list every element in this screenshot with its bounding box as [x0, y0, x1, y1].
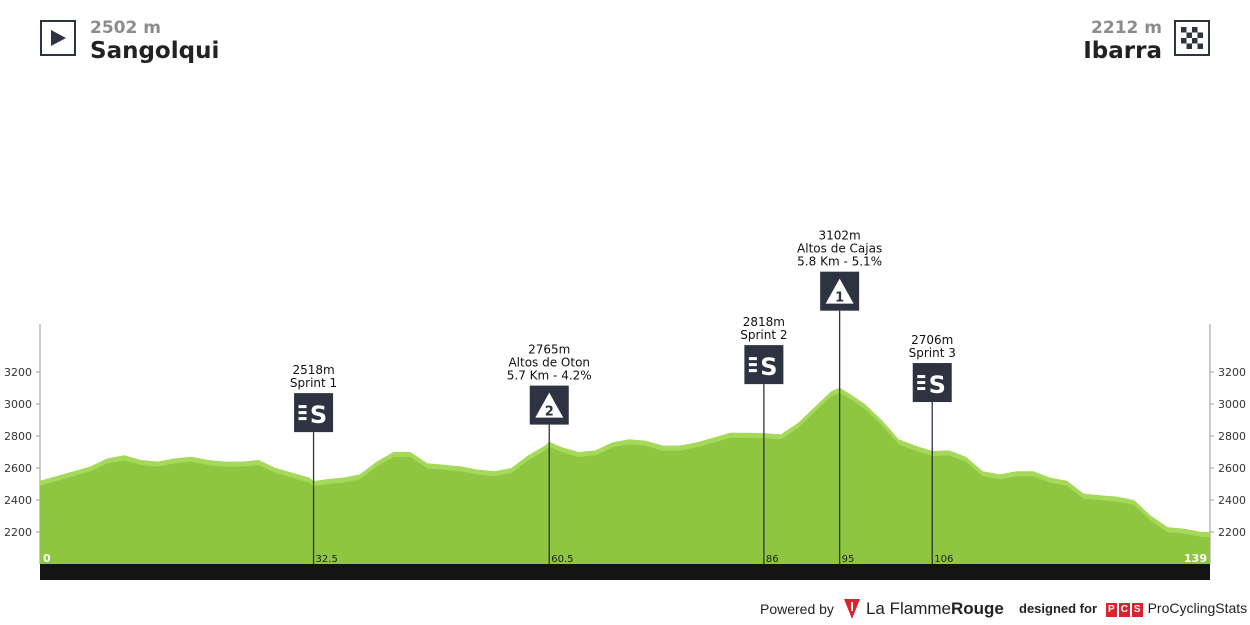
marker-name: Altos de Cajas: [797, 242, 882, 256]
sprint-speed-line: [748, 357, 757, 361]
y-tick-label-right: 3000: [1218, 398, 1246, 411]
marker-name: Sprint 1: [290, 376, 337, 390]
marker-name: Sprint 3: [909, 346, 956, 360]
powered-by-text: Powered by: [760, 601, 834, 617]
climb-category: 1: [835, 291, 844, 306]
marker-altitude: 2818m: [743, 315, 785, 329]
profile-area: [40, 392, 1210, 564]
la-flamme-rouge-logo: La FlammeRouge: [843, 599, 1004, 619]
pcs-name: ProCyclingStats: [1147, 600, 1248, 616]
mountain-icon: [825, 278, 854, 304]
y-tick-label-left: 2800: [4, 430, 32, 443]
marker-altitude: 2706m: [911, 333, 953, 347]
brand-flamme: Flamme: [889, 599, 951, 618]
sprint-speed-line: [298, 405, 307, 409]
start-altitude: 2502 m: [90, 18, 161, 38]
marker-altitude: 2518m: [292, 363, 334, 377]
finish-header: 2212 m Ibarra: [1083, 18, 1210, 64]
y-tick-label-left: 3000: [4, 398, 32, 411]
marker-altitude: 2765m: [528, 343, 570, 357]
finish-checkered-flag-icon: [1174, 20, 1210, 56]
x-tick-label: 0: [43, 552, 51, 565]
pcs-letter-p: P: [1106, 603, 1117, 617]
sprint-speed-line: [917, 387, 926, 391]
y-tick-label-left: 2400: [4, 494, 32, 507]
powered-by: Powered by La FlammeRouge: [760, 599, 1004, 619]
y-tick-label-left: 2600: [4, 462, 32, 475]
climb-category: 2: [545, 405, 554, 420]
y-tick-label-right: 2200: [1218, 526, 1246, 539]
x-tick-label: 60.5: [551, 554, 573, 565]
sprint-speed-line: [917, 381, 926, 385]
marker-name: Altos de Oton: [508, 356, 590, 370]
marker-name: Sprint 2: [740, 328, 787, 342]
start-header: 2502 m Sangolqui: [40, 18, 219, 64]
x-tick-label: 32.5: [316, 554, 338, 565]
brand-la: La: [865, 599, 885, 618]
y-tick-label-left: 2200: [4, 526, 32, 539]
flamme-rouge-icon: [843, 599, 860, 619]
brand-rouge: Rouge: [951, 599, 1004, 618]
start-flag-icon: [40, 20, 76, 56]
marker-detail: 5.8 Km - 5.1%: [797, 255, 882, 269]
designed-for-text: designed for: [1019, 600, 1098, 616]
sprint-speed-line: [917, 375, 926, 379]
sprint-icon: S: [760, 353, 777, 381]
start-location: Sangolqui: [90, 38, 220, 64]
y-tick-label-right: 2600: [1218, 462, 1246, 475]
x-tick-label: 86: [766, 554, 779, 565]
marker-detail: 5.7 Km - 4.2%: [507, 369, 592, 383]
y-tick-label-right: 2400: [1218, 494, 1246, 507]
sprint-speed-line: [748, 369, 757, 373]
pcs-letter-c: C: [1118, 603, 1130, 617]
y-tick-label-right: 3200: [1218, 366, 1246, 379]
finish-altitude: 2212 m: [1091, 18, 1162, 38]
y-tick-label-right: 2800: [1218, 430, 1246, 443]
sprint-speed-line: [298, 417, 307, 421]
finish-location: Ibarra: [1083, 38, 1162, 64]
x-tick-label: 95: [842, 554, 855, 565]
sprint-speed-line: [298, 411, 307, 415]
mountain-icon: [535, 392, 564, 418]
pcs-letter-s: S: [1131, 603, 1143, 617]
x-tick-label: 106: [934, 554, 953, 565]
distance-band: [40, 564, 1210, 580]
marker-altitude: 3102m: [819, 229, 861, 243]
x-tick-label: 139: [1184, 552, 1207, 565]
sprint-speed-line: [748, 363, 757, 367]
sprint-icon: S: [929, 371, 946, 399]
sprint-icon: S: [310, 401, 327, 429]
y-tick-label-left: 3200: [4, 366, 32, 379]
